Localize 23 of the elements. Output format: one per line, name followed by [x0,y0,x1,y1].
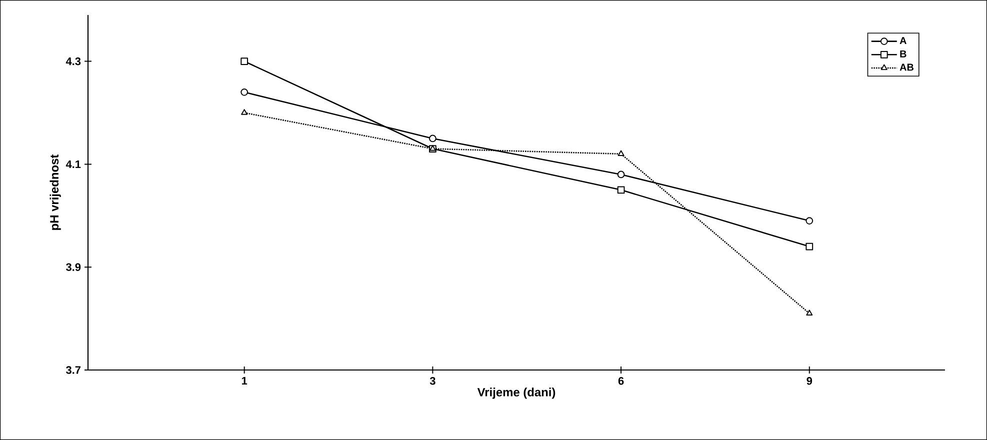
y-tick-label: 3.7 [66,366,81,374]
y-tick-label: 3.9 [66,263,81,271]
y-tick-label: 4.3 [66,57,81,66]
point [617,170,625,178]
point [806,217,814,224]
point [429,134,436,142]
point [618,150,624,156]
x-tick-label: 3 [430,377,436,385]
point [240,88,248,96]
x-tick-label: 6 [618,377,624,385]
y-axis-title: pH vrijednost [50,154,61,230]
legend-label: A [900,37,906,44]
x-axis-title: Vrijeme (dani) [477,388,556,399]
y-tick-label: 4.1 [66,160,81,168]
point [806,310,813,316]
point [240,58,248,65]
legend-label: AB [900,64,914,71]
x-tick-label: 9 [806,377,812,385]
x-tick-label: 1 [242,377,248,385]
legend-label: B [900,50,906,58]
point [241,109,248,115]
point [806,242,814,250]
point [617,186,625,194]
